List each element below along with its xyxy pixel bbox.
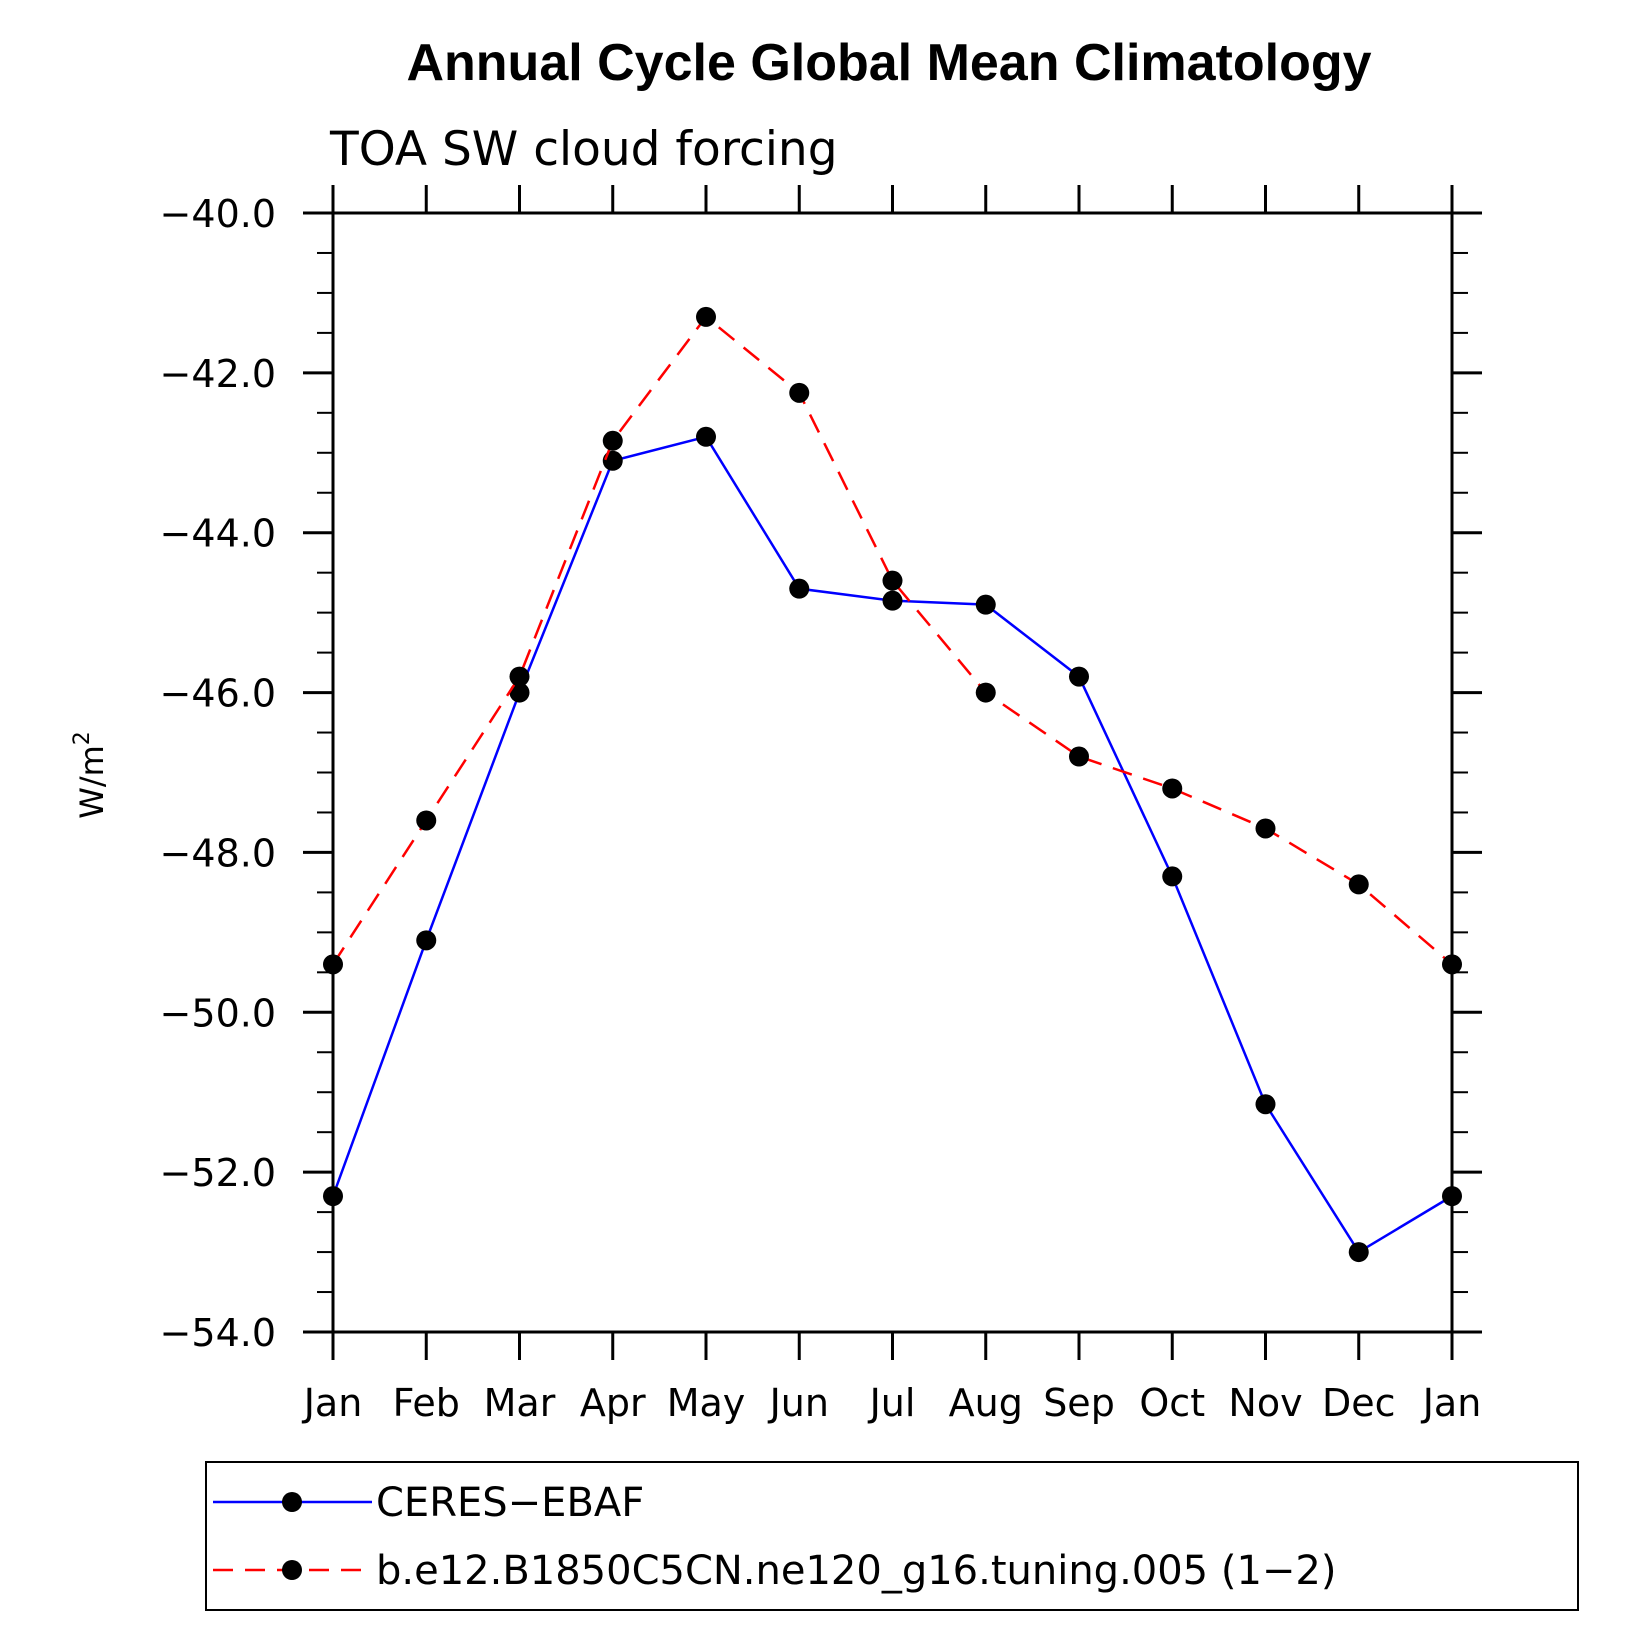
x-tick-label: Nov	[1228, 1381, 1302, 1425]
data-point-series-0	[1162, 866, 1183, 887]
x-tick-label: Dec	[1322, 1381, 1396, 1425]
y-axis-label-unit: W/m	[73, 745, 111, 819]
legend: CERES−EBAF b.e12.B1850C5CN.ne120_g16.tuni…	[205, 1461, 1579, 1611]
data-point-series-1	[323, 954, 343, 975]
data-point-series-0	[882, 590, 903, 611]
x-tick-label: Feb	[393, 1381, 460, 1425]
data-point-series-0	[1069, 666, 1089, 687]
x-tick-label: May	[667, 1381, 746, 1425]
data-point-series-1	[696, 306, 716, 327]
legend-box	[205, 1461, 1579, 1611]
axes: −40.0 −42.0 −44.0 −46.0 −48.0 −50.0 −52.0 −54.0…	[160, 185, 1482, 1425]
series-line-0	[331, 435, 1453, 1254]
data-point-series-1	[1069, 746, 1089, 767]
y-tick-label: −46.0	[160, 672, 276, 716]
data-point-series-0	[323, 1186, 343, 1207]
y-axis-label-exponent: 2	[70, 731, 95, 745]
data-point-series-0	[696, 426, 716, 447]
data-point-series-1	[602, 430, 623, 451]
data-point-series-1	[975, 682, 996, 703]
y-tick-label: −42.0	[160, 352, 276, 396]
data-point-series-0	[416, 930, 437, 951]
y-tick-label: −54.0	[160, 1311, 276, 1355]
x-tick-label: Jun	[768, 1381, 829, 1425]
x-tick-label: Apr	[580, 1381, 646, 1425]
y-tick-label: −48.0	[160, 831, 276, 875]
series-line-1	[331, 315, 1453, 966]
x-tick-label: Jul	[868, 1381, 916, 1425]
y-tick-label: −50.0	[160, 991, 276, 1035]
chart-title: Annual Cycle Global Mean Climatology	[406, 34, 1371, 92]
data-point-series-1	[416, 810, 437, 831]
data-point-series-1	[509, 666, 530, 687]
data-point-series-1	[789, 382, 810, 403]
data-point-series-1	[1255, 818, 1276, 839]
x-tick-label: Jan	[302, 1381, 363, 1425]
legend-marker-1	[282, 1560, 302, 1580]
data-point-series-0	[1255, 1094, 1276, 1115]
y-tick-label: −44.0	[160, 512, 276, 556]
legend-label-0: CERES−EBAF	[376, 1480, 644, 1526]
x-tick-label: Sep	[1043, 1381, 1115, 1425]
data-point-series-1	[1348, 874, 1369, 895]
plot-frame	[331, 211, 1454, 1334]
data-point-series-0	[975, 594, 996, 615]
data-point-series-0	[789, 578, 810, 599]
series-layer	[323, 306, 1462, 1263]
chart-subtitle: TOA SW cloud forcing	[329, 122, 838, 177]
y-tick-label: −52.0	[160, 1151, 276, 1195]
data-point-series-0	[1442, 1186, 1462, 1207]
y-axis-label: W/m2	[70, 731, 111, 819]
legend-marker-0	[282, 1492, 302, 1512]
data-point-series-0	[602, 450, 623, 471]
x-tick-label: Aug	[949, 1381, 1023, 1425]
data-point-series-1	[1442, 954, 1462, 975]
data-point-series-0	[1348, 1242, 1369, 1263]
x-tick-label: Mar	[484, 1381, 556, 1425]
legend-label-1: b.e12.B1850C5CN.ne120_g16.tuning.005 (1−…	[376, 1548, 1336, 1594]
y-tick-label: −40.0	[160, 192, 276, 236]
x-tick-label: Jan	[1421, 1381, 1482, 1425]
data-point-series-1	[1162, 778, 1183, 799]
data-point-series-0	[509, 682, 530, 703]
x-tick-label: Oct	[1139, 1381, 1205, 1425]
data-point-series-1	[882, 570, 903, 591]
